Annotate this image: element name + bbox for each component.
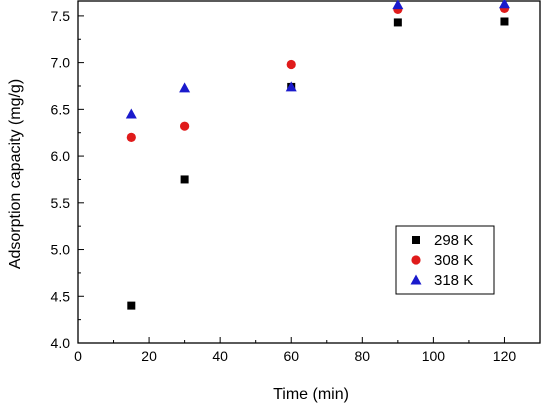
x-tick-label: 60 bbox=[283, 348, 299, 364]
legend-marker bbox=[412, 236, 420, 244]
y-tick-label: 4.0 bbox=[51, 335, 71, 351]
data-point-318-k bbox=[392, 0, 404, 10]
x-tick-label: 100 bbox=[422, 348, 446, 364]
data-point-308-k bbox=[286, 59, 296, 70]
data-point-318-k bbox=[498, 0, 510, 9]
x-tick-label: 20 bbox=[141, 348, 157, 364]
legend-label: 298 K bbox=[434, 232, 473, 249]
x-tick-label: 80 bbox=[355, 348, 371, 364]
x-tick-label: 120 bbox=[493, 348, 517, 364]
data-point-298-k bbox=[127, 301, 136, 310]
data-point-318-k bbox=[285, 81, 297, 92]
data-point-308-k bbox=[126, 132, 136, 142]
legend-marker bbox=[411, 255, 421, 265]
x-axis-title: Time (min) bbox=[273, 386, 349, 403]
y-tick-label: 4.5 bbox=[51, 288, 71, 304]
plot-frame bbox=[77, 0, 541, 344]
data-point-298-k bbox=[393, 18, 402, 27]
data-point-298-k bbox=[180, 175, 189, 184]
y-tick-label: 6.0 bbox=[51, 148, 71, 164]
legend-marker bbox=[410, 274, 422, 285]
y-tick-label: 5.5 bbox=[51, 195, 71, 211]
y-tick-label: 5.0 bbox=[51, 242, 71, 258]
y-tick-label: 7.5 bbox=[51, 8, 71, 24]
y-axis-title: Adsorption capacity (mg/g) bbox=[7, 79, 24, 269]
legend-label: 308 K bbox=[434, 252, 473, 269]
data-point-308-k bbox=[180, 121, 190, 131]
data-point-298-k bbox=[500, 17, 509, 26]
y-tick-label: 6.5 bbox=[51, 101, 71, 117]
data-point-318-k bbox=[179, 82, 191, 93]
data-point-318-k bbox=[125, 108, 137, 119]
y-tick-label: 7.0 bbox=[51, 55, 71, 71]
x-tick-label: 40 bbox=[212, 348, 228, 364]
x-tick-label: 0 bbox=[74, 348, 82, 364]
legend-label: 318 K bbox=[434, 272, 473, 289]
